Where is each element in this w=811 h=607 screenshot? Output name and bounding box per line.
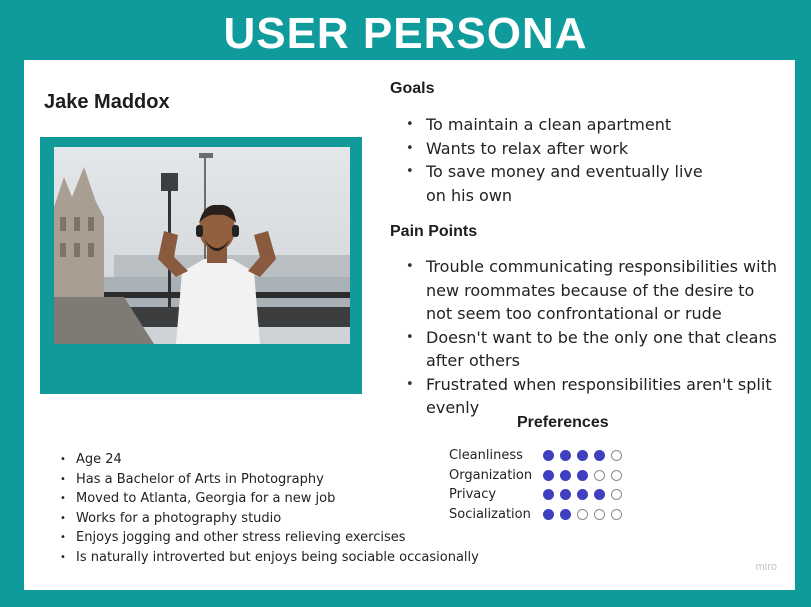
fact-item: Age 24	[60, 450, 479, 470]
miro-logo: miro	[755, 561, 777, 573]
rating-dot-filled	[594, 489, 605, 501]
rating-dot-filled	[543, 489, 554, 501]
goals-heading: Goals	[390, 80, 435, 97]
fact-item: Enjoys jogging and other stress relievin…	[60, 528, 479, 548]
fact-item: Moved to Atlanta, Georgia for a new job	[60, 489, 479, 509]
rating-dot-empty	[611, 489, 622, 501]
rating-dots	[543, 489, 622, 501]
preferences-heading: Preferences	[517, 414, 609, 431]
preference-label: Privacy	[449, 487, 497, 503]
rating-dot-filled	[577, 489, 588, 501]
rating-dot-filled	[560, 469, 571, 481]
persona-photo-image	[54, 147, 350, 344]
rating-dot-filled	[560, 508, 571, 520]
preference-label: Organization	[449, 467, 533, 483]
rating-dots	[543, 469, 622, 481]
preferences-list: Cleanliness Organization Privacy Sociali…	[449, 446, 622, 524]
rating-dot-empty	[611, 469, 622, 481]
preference-row: Socialization	[449, 505, 622, 525]
rating-dot-filled	[577, 450, 588, 462]
pain-point-item: Frustrated when responsibilities aren't …	[392, 373, 784, 420]
preference-label: Cleanliness	[449, 448, 523, 464]
rating-dot-filled	[577, 469, 588, 481]
persona-card: Jake Maddox	[24, 60, 795, 590]
persona-facts-list: Age 24 Has a Bachelor of Arts in Photogr…	[60, 450, 479, 567]
preference-row: Organization	[449, 466, 622, 486]
rating-dot-empty	[594, 469, 605, 481]
rating-dot-filled	[594, 450, 605, 462]
goal-item: To maintain a clean apartment	[392, 113, 762, 137]
rating-dot-empty	[594, 508, 605, 520]
photo-frame	[40, 137, 362, 394]
persona-photo	[54, 147, 350, 344]
goals-list: To maintain a clean apartment Wants to r…	[392, 113, 762, 207]
rating-dot-filled	[560, 450, 571, 462]
rating-dot-filled	[560, 489, 571, 501]
rating-dots	[543, 508, 622, 520]
goal-item: Wants to relax after work	[392, 137, 762, 161]
rating-dot-filled	[543, 450, 554, 462]
rating-dots	[543, 450, 622, 462]
persona-name: Jake Maddox	[44, 91, 170, 113]
preference-row: Privacy	[449, 485, 622, 505]
page-title: USER PERSONA	[223, 9, 588, 58]
rating-dot-empty	[611, 450, 622, 462]
pain-point-item: Trouble communicating responsibilities w…	[392, 255, 784, 326]
pain-points-list: Trouble communicating responsibilities w…	[392, 255, 784, 420]
rating-dot-empty	[611, 508, 622, 520]
rating-dot-filled	[543, 469, 554, 481]
rating-dot-empty	[577, 508, 588, 520]
fact-item: Works for a photography studio	[60, 509, 479, 529]
pain-point-item: Doesn't want to be the only one that cle…	[392, 326, 784, 373]
fact-item: Has a Bachelor of Arts in Photography	[60, 470, 479, 490]
fact-item: Is naturally introverted but enjoys bein…	[60, 548, 479, 568]
pain-points-heading: Pain Points	[390, 223, 478, 240]
goal-item: To save money and eventually live on his…	[392, 160, 726, 207]
preference-label: Socialization	[449, 506, 531, 522]
rating-dot-filled	[543, 508, 554, 520]
preference-row: Cleanliness	[449, 446, 622, 466]
